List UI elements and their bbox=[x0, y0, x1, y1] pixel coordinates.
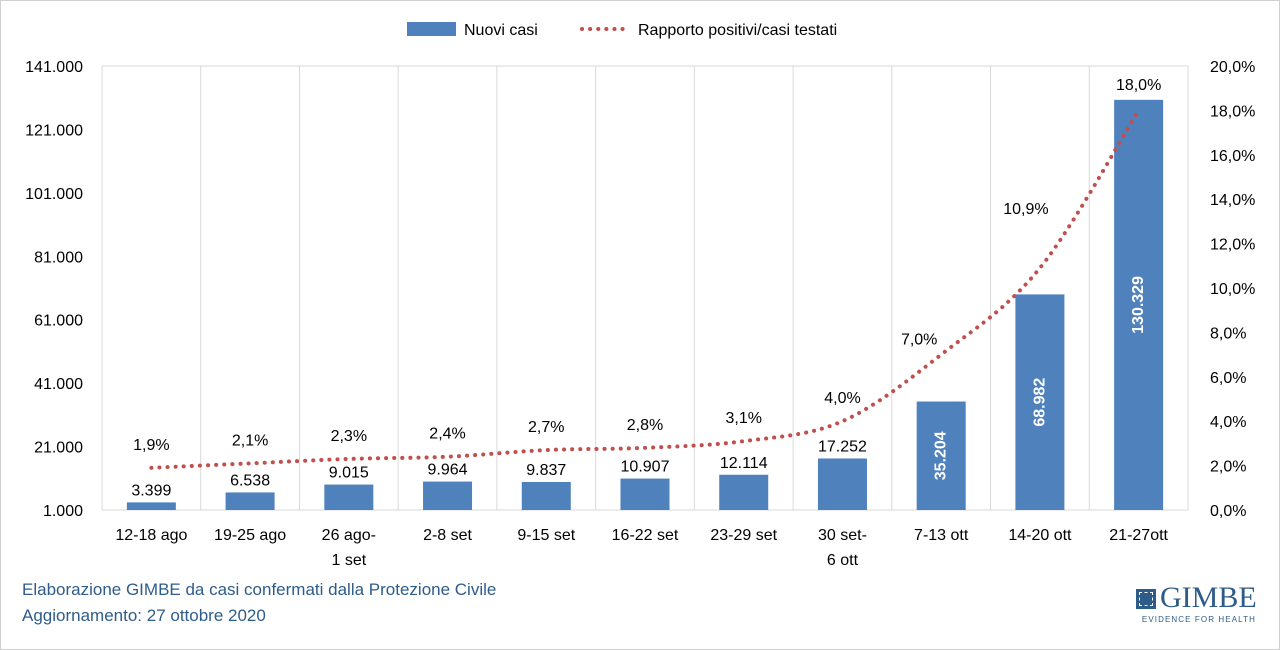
right-axis-tick-label: 18,0% bbox=[1210, 103, 1255, 120]
bar-nuovi-casi bbox=[324, 484, 374, 510]
right-axis-tick-label: 8,0% bbox=[1210, 325, 1246, 342]
category-label: 23-29 set bbox=[710, 527, 777, 544]
chart: 1.000 21.000 41.000 61.000 81.000 101.000 121.… bbox=[25, 22, 1255, 569]
category-label: 16-22 set bbox=[612, 527, 679, 544]
left-axis-tick-label: 61.000 bbox=[34, 313, 83, 330]
right-axis-tick-label: 14,0% bbox=[1210, 192, 1255, 209]
left-axis-tick-label: 81.000 bbox=[34, 249, 83, 266]
category-label: 14-20 ott bbox=[1008, 527, 1072, 544]
left-axis-tick-label: 21.000 bbox=[34, 440, 83, 457]
legend-label-nuovi-casi: Nuovi casi bbox=[464, 22, 538, 39]
line-data-label: 7,0% bbox=[901, 332, 937, 349]
right-axis-tick-label: 10,0% bbox=[1210, 281, 1255, 298]
line-data-label: 2,8% bbox=[627, 417, 663, 434]
category-label: 9-15 set bbox=[517, 527, 575, 544]
category-label: 21-27ott bbox=[1109, 527, 1168, 544]
category-label: 30 set- bbox=[818, 527, 867, 544]
bar-data-label: 6.538 bbox=[230, 472, 270, 489]
right-axis-tick-label: 2,0% bbox=[1210, 459, 1246, 476]
left-axis-tick-label: 101.000 bbox=[25, 186, 83, 203]
legend-swatch-nuovi-casi bbox=[407, 22, 456, 36]
left-axis-tick-label: 41.000 bbox=[34, 376, 83, 393]
category-label: 7-13 ott bbox=[914, 527, 969, 544]
line-data-label: 3,1% bbox=[725, 410, 761, 427]
left-axis-tick-label: 121.000 bbox=[25, 122, 83, 139]
right-axis-tick-label: 0,0% bbox=[1210, 503, 1246, 520]
line-data-label: 1,9% bbox=[133, 437, 169, 454]
right-axis-tick-label: 16,0% bbox=[1210, 148, 1255, 165]
bar-nuovi-casi bbox=[1015, 294, 1065, 510]
gimbe-logo-mark-icon bbox=[1136, 589, 1156, 609]
category-label: 19-25 ago bbox=[214, 527, 286, 544]
bar-nuovi-casi bbox=[225, 492, 275, 510]
bar-nuovi-casi bbox=[719, 474, 769, 510]
line-data-label: 2,1% bbox=[232, 432, 268, 449]
bar-data-label: 9.015 bbox=[329, 465, 369, 482]
right-axis-tick-label: 6,0% bbox=[1210, 370, 1246, 387]
gimbe-logo: GIMBE EVIDENCE FOR HEALTH bbox=[1136, 581, 1257, 630]
line-data-label: 10,9% bbox=[1003, 201, 1048, 218]
bar-data-label: 68.982 bbox=[1031, 378, 1048, 427]
gimbe-logo-name: GIMBE bbox=[1160, 581, 1257, 614]
bar-data-label: 3.399 bbox=[131, 482, 171, 499]
bar-nuovi-casi bbox=[423, 481, 473, 510]
bar-nuovi-casi bbox=[1114, 99, 1164, 510]
gimbe-logo-tagline: EVIDENCE FOR HEALTH bbox=[1141, 615, 1256, 624]
bar-data-label: 130.329 bbox=[1130, 276, 1147, 334]
footer-update: Aggiornamento: 27 ottobre 2020 bbox=[22, 606, 266, 625]
footer-source: Elaborazione GIMBE da casi confermati da… bbox=[22, 580, 497, 599]
line-data-label: 4,0% bbox=[824, 390, 860, 407]
line-data-label: 2,7% bbox=[528, 419, 564, 436]
bar-nuovi-casi bbox=[916, 401, 966, 510]
category-label: 1 set bbox=[331, 552, 366, 569]
line-data-label: 2,4% bbox=[429, 426, 465, 443]
right-axis-tick-label: 12,0% bbox=[1210, 237, 1255, 254]
bar-data-label: 9.837 bbox=[526, 462, 566, 479]
legend-label-rapporto: Rapporto positivi/casi testati bbox=[638, 22, 837, 39]
line-data-label: 18,0% bbox=[1116, 77, 1161, 94]
bar-data-label: 35.204 bbox=[933, 431, 950, 480]
left-axis-tick-label: 1.000 bbox=[43, 503, 83, 520]
category-label: 6 ott bbox=[827, 552, 859, 569]
right-axis-tick-label: 4,0% bbox=[1210, 414, 1246, 431]
bar-data-label: 17.252 bbox=[818, 438, 867, 455]
bar-data-label: 10.907 bbox=[621, 459, 670, 476]
category-label: 12-18 ago bbox=[115, 527, 187, 544]
bar-data-label: 12.114 bbox=[720, 455, 768, 472]
right-axis-tick-label: 20,0% bbox=[1210, 59, 1255, 76]
bar-nuovi-casi bbox=[126, 502, 176, 510]
bar-data-label: 9.964 bbox=[428, 462, 468, 479]
category-label: 2-8 set bbox=[423, 527, 472, 544]
bar-nuovi-casi bbox=[620, 478, 670, 510]
category-label: 26 ago- bbox=[322, 527, 376, 544]
bar-nuovi-casi bbox=[521, 481, 571, 510]
bar-nuovi-casi bbox=[817, 458, 867, 510]
left-axis-tick-label: 141.000 bbox=[25, 59, 83, 76]
line-data-label: 2,3% bbox=[331, 428, 367, 445]
